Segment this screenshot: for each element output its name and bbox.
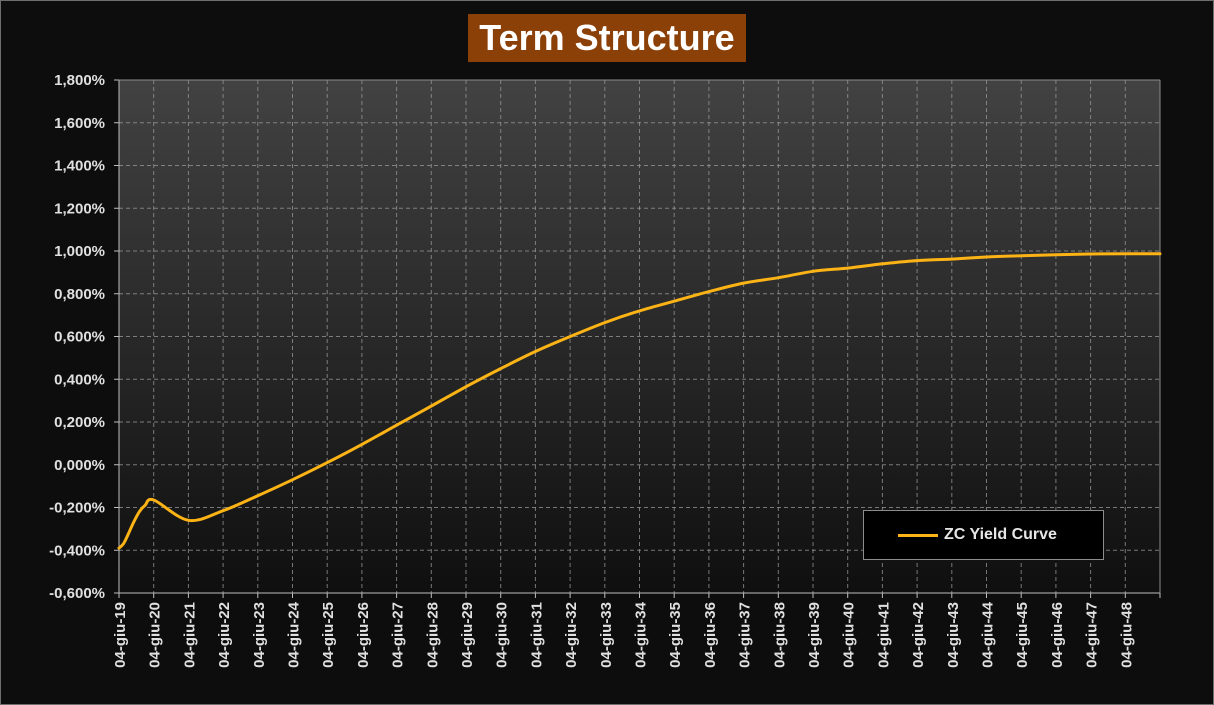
y-tick-label: 1,600% — [54, 115, 105, 132]
chart-title: Term Structure — [479, 17, 735, 58]
y-tick-label: 0,600% — [54, 329, 105, 346]
x-tick-label: 04-giu-35 — [667, 602, 684, 668]
x-tick-label: 04-giu-34 — [633, 601, 650, 668]
y-tick-label: 1,400% — [54, 158, 105, 175]
series-line-zc-yield-curve — [117, 252, 1162, 550]
x-tick-label: 04-giu-40 — [841, 602, 858, 668]
x-tick-label: 04-giu-39 — [806, 602, 823, 668]
y-tick-label: 0,200% — [54, 414, 105, 431]
series-layer — [117, 252, 1162, 550]
y-tick-label: -0,400% — [49, 542, 105, 559]
x-tick-label: 04-giu-44 — [980, 601, 997, 668]
x-tick-label: 04-giu-25 — [320, 602, 337, 668]
x-tick-label: 04-giu-32 — [563, 602, 580, 668]
legend-label-zc-yield-curve: ZC Yield Curve — [944, 526, 1057, 543]
axes — [114, 79, 1161, 598]
y-tick-label: 0,000% — [54, 457, 105, 474]
y-tick-label: 0,400% — [54, 371, 105, 388]
y-tick-label: -0,200% — [49, 500, 105, 517]
x-tick-label: 04-giu-28 — [424, 602, 441, 668]
x-tick-label: 04-giu-46 — [1049, 602, 1066, 668]
x-tick-label: 04-giu-37 — [737, 602, 754, 668]
x-tick-label: 04-giu-20 — [147, 602, 164, 668]
x-tick-label: 04-giu-27 — [390, 602, 407, 668]
y-tick-label: 0,800% — [54, 286, 105, 303]
y-tick-label: -0,600% — [49, 585, 105, 602]
x-tick-label: 04-giu-42 — [910, 602, 927, 668]
x-tick-label: 04-giu-30 — [494, 602, 511, 668]
legend: ZC Yield Curve — [863, 510, 1104, 560]
legend-swatch-zc-yield-curve — [898, 533, 938, 537]
y-tick-labels: -0,600% -0,400% -0,200% 0,000% 0,200% 0,400% 0… — [49, 72, 105, 602]
x-tick-label: 04-giu-33 — [598, 602, 615, 668]
x-tick-label: 04-giu-41 — [875, 602, 892, 668]
x-tick-label: 04-giu-36 — [702, 602, 719, 668]
x-tick-label: 04-giu-31 — [528, 602, 545, 668]
x-tick-label: 04-giu-26 — [355, 602, 372, 668]
x-tick-label: 04-giu-47 — [1084, 602, 1101, 668]
x-tick-label: 04-giu-43 — [945, 602, 962, 668]
x-tick-label: 04-giu-21 — [181, 602, 198, 668]
x-tick-label: 04-giu-22 — [216, 602, 233, 668]
chart-title-box: Term Structure — [468, 14, 746, 62]
y-tick-label: 1,000% — [54, 243, 105, 260]
y-tick-label: 1,200% — [54, 200, 105, 217]
x-tick-label: 04-giu-48 — [1118, 602, 1135, 668]
y-tick-label: 1,800% — [54, 72, 105, 89]
x-tick-label: 04-giu-38 — [771, 602, 788, 668]
x-tick-label: 04-giu-23 — [251, 602, 268, 668]
x-tick-labels: 04-giu-19 04-giu-20 04-giu-21 04-giu-22 04-g… — [112, 601, 1135, 668]
x-tick-label: 04-giu-45 — [1014, 602, 1031, 668]
x-tick-label: 04-giu-29 — [459, 602, 476, 668]
x-tick-label: 04-giu-19 — [112, 602, 129, 668]
x-tick-label: 04-giu-24 — [286, 601, 303, 668]
